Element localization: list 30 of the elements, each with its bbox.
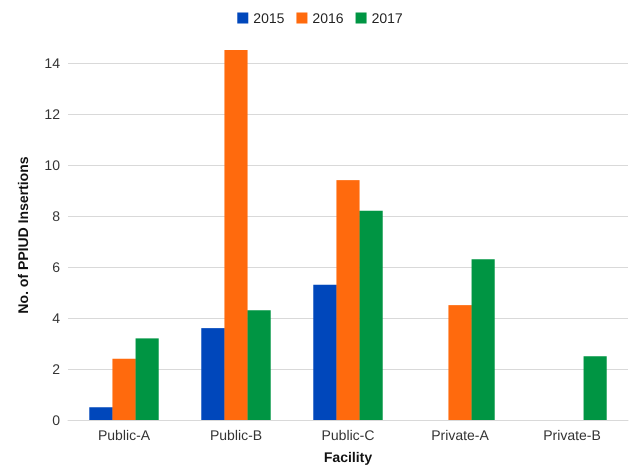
bar [336, 180, 360, 420]
bar [313, 284, 336, 420]
x-tick-label: Private-B [543, 427, 601, 443]
y-tick-label: 8 [52, 208, 60, 224]
y-tick-label: 0 [52, 412, 60, 428]
legend-label: 2017 [372, 10, 403, 26]
y-tick-label: 4 [52, 310, 60, 326]
y-tick-label: 10 [44, 156, 60, 173]
bar [112, 358, 136, 420]
y-tick-label: 14 [44, 54, 60, 71]
bar [584, 356, 607, 420]
legend-label: 2016 [312, 10, 344, 26]
x-tick-label: Public-A [98, 427, 151, 443]
bar [136, 338, 159, 420]
legend-label: 2015 [253, 10, 285, 26]
y-tick-label: 6 [52, 258, 60, 275]
x-tick-label: Private-A [431, 427, 490, 443]
x-tick-label: Public-B [210, 427, 262, 443]
x-axis-title: Facility [324, 449, 372, 465]
bar [201, 328, 224, 420]
x-tick-label: Public-C [322, 427, 374, 443]
bar [89, 407, 112, 420]
bar [448, 305, 472, 420]
bar [224, 50, 248, 420]
bar [360, 210, 383, 420]
bar [248, 310, 271, 420]
y-tick-label: 12 [44, 106, 60, 122]
y-axis-title: No. of PPIUD Insertions [15, 156, 31, 314]
bar [472, 259, 495, 420]
y-tick-label: 2 [52, 360, 60, 377]
